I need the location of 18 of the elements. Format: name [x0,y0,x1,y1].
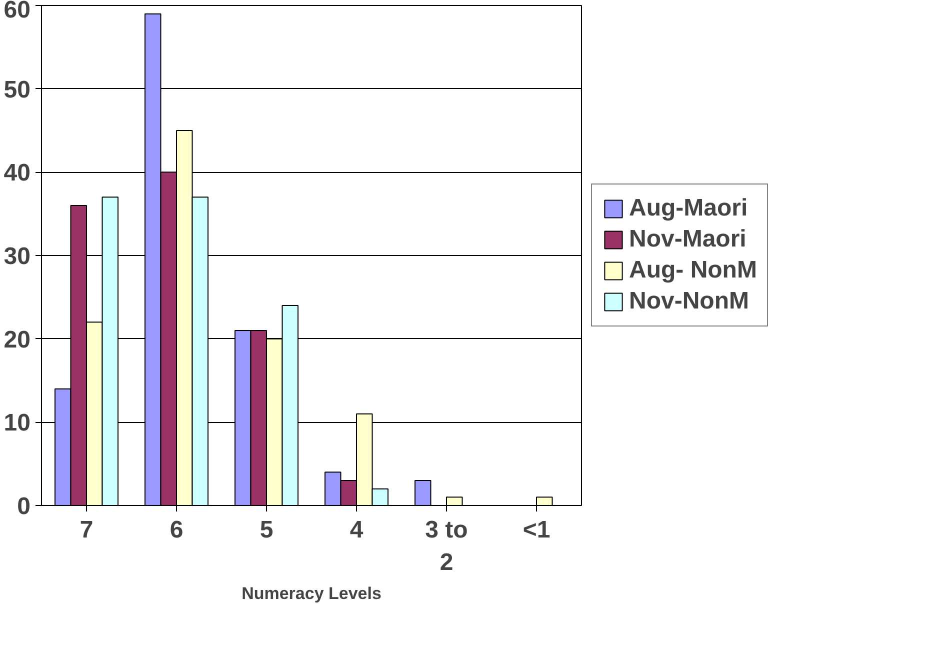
x-tick-label: <1 [522,516,550,544]
y-tick-label: 50 [4,76,31,104]
x-tick-label: 5 [260,516,274,544]
y-tick-label: 60 [4,0,31,24]
x-tick-label: 4 [350,516,364,544]
y-tick-label: 40 [4,160,31,187]
x-tick-label: 3 to 2 [425,516,468,576]
x-tick-label: 7 [80,516,94,544]
legend-label: Nov-NonM [629,288,749,316]
y-tick-label: 20 [4,326,31,354]
x-axis-title: Numeracy Levels [242,584,382,603]
x-tick-label: 6 [170,516,184,544]
legend-label: Aug-Maori [629,194,748,222]
y-tick-label: 30 [4,243,31,270]
y-tick-label: 10 [4,410,31,437]
legend-label: Nov-Maori [629,226,746,254]
legend-label: Aug- NonM [629,256,757,284]
y-tick-label: 0 [17,493,31,520]
